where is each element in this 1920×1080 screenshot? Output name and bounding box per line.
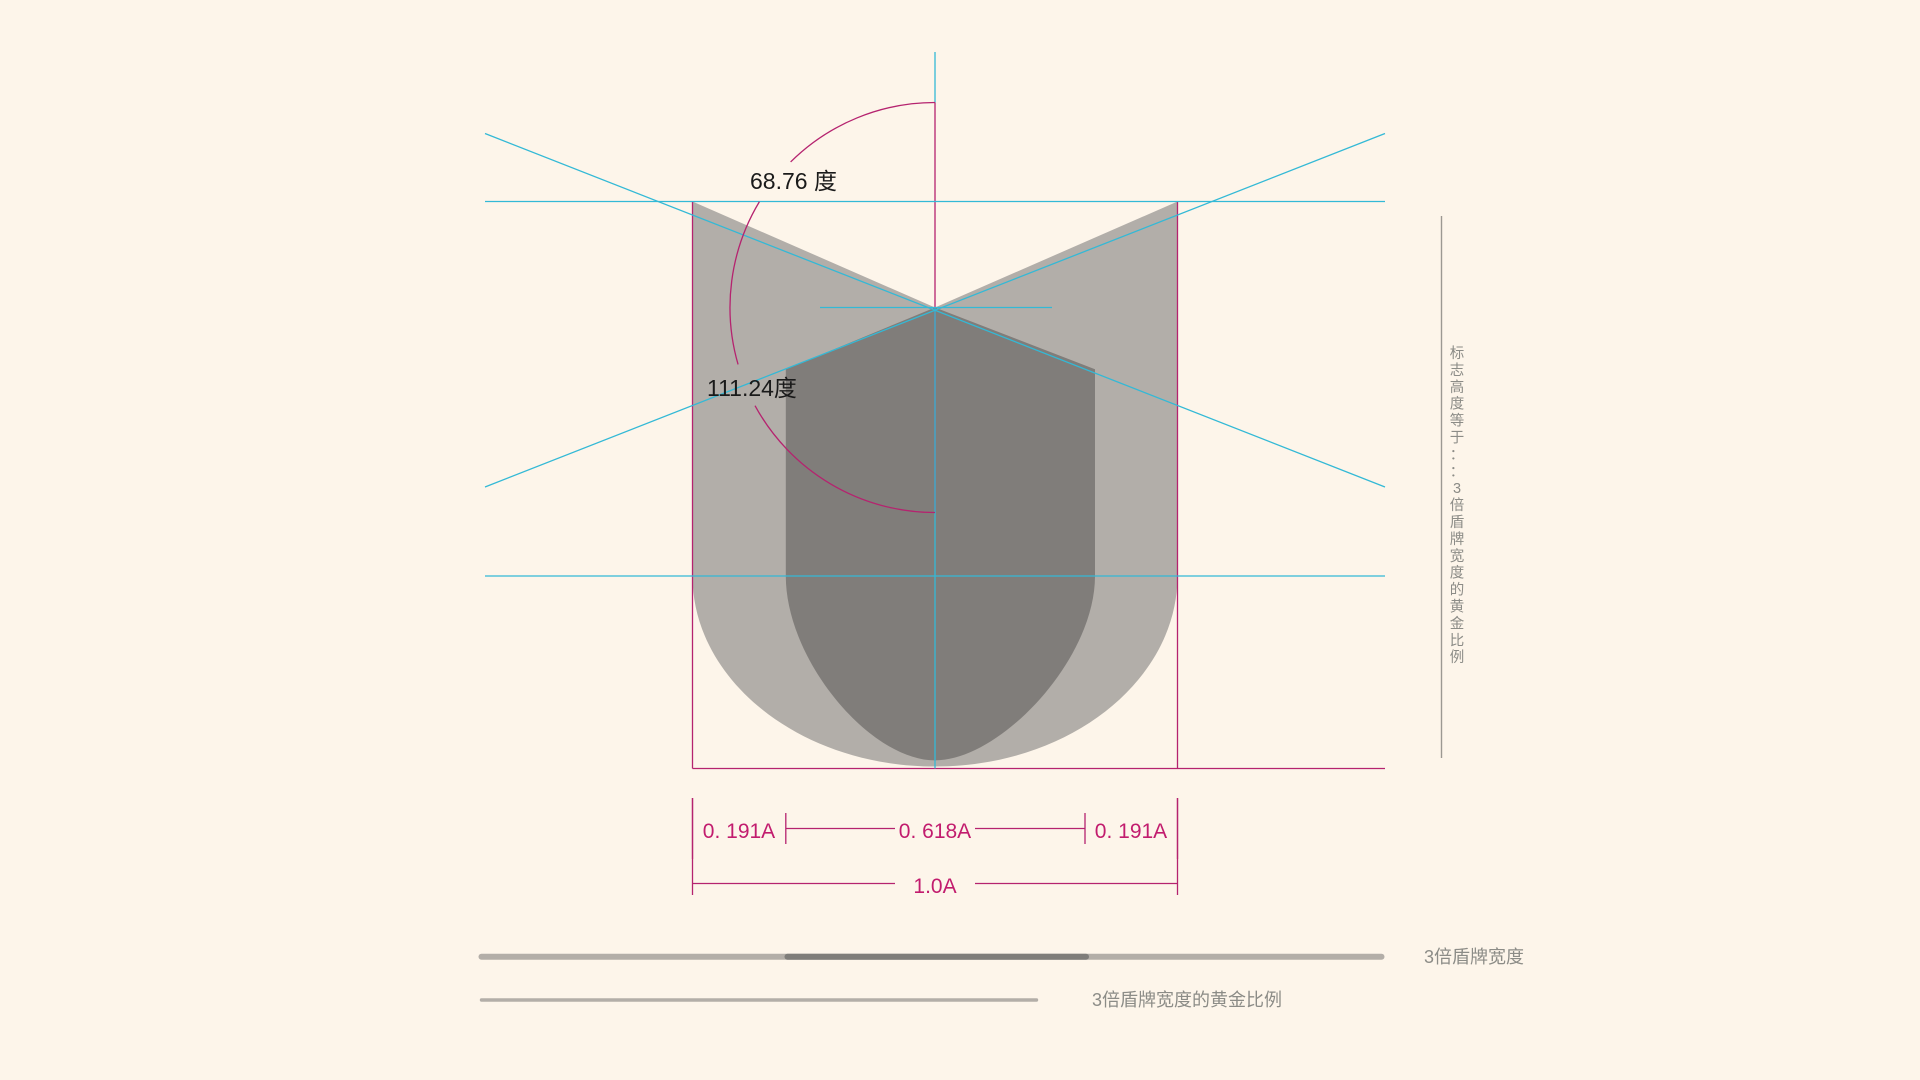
svg-text:68.76 度: 68.76 度 [750, 168, 837, 194]
svg-text:标志高度等于：：3倍盾牌宽度的黄金比例: 标志高度等于：： 3 倍盾牌宽度的黄金比例 [1450, 345, 1465, 666]
svg-text:0. 618A: 0. 618A [899, 820, 971, 843]
svg-text:3倍盾牌宽度的黄金比例: 3倍盾牌宽度的黄金比例 [1092, 990, 1282, 1010]
svg-text:3倍盾牌宽度: 3倍盾牌宽度 [1424, 947, 1524, 967]
svg-text:1.0A: 1.0A [913, 875, 956, 898]
svg-text:0. 191A: 0. 191A [1095, 820, 1167, 843]
svg-text:111.24度: 111.24度 [707, 375, 797, 401]
svg-text:0. 191A: 0. 191A [703, 820, 775, 843]
